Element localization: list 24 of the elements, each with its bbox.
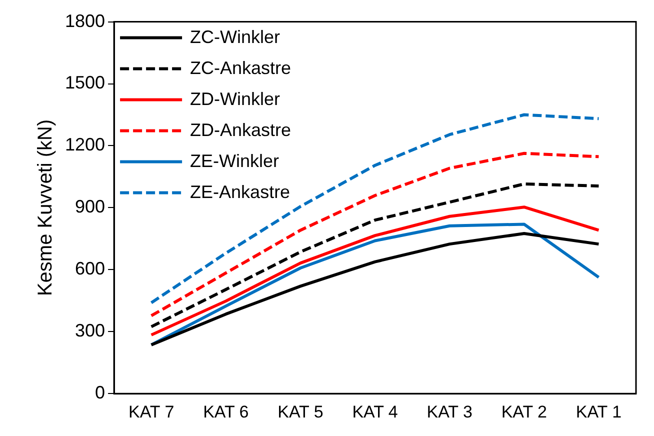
legend-label: ZC-Winkler xyxy=(190,26,280,47)
legend-label: ZD-Winkler xyxy=(190,88,280,109)
y-tick-label: 1800 xyxy=(64,10,106,31)
legend-label: ZD-Ankastre xyxy=(190,120,292,140)
x-tick-label: KAT 6 xyxy=(203,402,249,422)
y-axis-title: Kesme Kuvveti (kN) xyxy=(34,119,57,296)
legend-label: ZE-Winkler xyxy=(190,150,280,171)
x-tick-label: KAT 4 xyxy=(352,402,398,422)
legend-label: ZC-Ankastre xyxy=(190,58,292,78)
x-tick-label: KAT 3 xyxy=(426,402,472,422)
line-series xyxy=(150,152,600,318)
y-tick-label: 600 xyxy=(74,258,106,279)
line-series xyxy=(150,113,600,304)
x-tick-label: KAT 7 xyxy=(128,402,174,422)
line-series xyxy=(150,182,600,328)
x-tick-label: KAT 2 xyxy=(501,402,547,422)
y-tick-label: 1200 xyxy=(64,134,106,155)
y-tick-label: 0 xyxy=(95,382,106,403)
y-tick-label: 1500 xyxy=(64,72,106,93)
y-tick-label: 300 xyxy=(74,320,106,341)
y-tick-label: 900 xyxy=(74,196,106,217)
legend-label: ZE-Ankastre xyxy=(190,182,290,202)
x-tick-label: KAT 1 xyxy=(576,402,622,422)
x-tick-label: KAT 5 xyxy=(278,402,324,422)
